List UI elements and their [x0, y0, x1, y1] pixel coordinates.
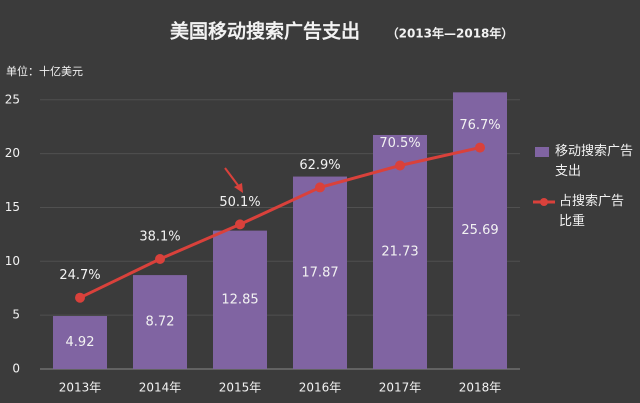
chart-subtitle: （2013年—2018年） — [387, 26, 514, 41]
x-tick-label: 2017年 — [379, 381, 422, 395]
line-marker — [315, 182, 325, 193]
legend-swatch — [533, 198, 555, 206]
line-marker — [395, 160, 405, 171]
legend-item: 移动搜索广告支出 — [533, 142, 633, 182]
legend-swatch-rect — [535, 147, 549, 157]
legend-label: 移动搜索广告支出 — [555, 144, 634, 179]
line-value-label: 38.1% — [139, 230, 180, 245]
bar — [213, 230, 267, 369]
x-tick-label: 2013年 — [59, 381, 102, 395]
arrow-shaft — [224, 167, 241, 189]
bar-value-label: 4.92 — [66, 335, 95, 350]
legend-swatch — [535, 147, 549, 157]
y-tick-label: 20 — [5, 146, 20, 160]
unit-label: 单位：十亿美元 — [6, 64, 83, 78]
legend-swatch-marker — [540, 198, 548, 206]
bar-value-label: 21.73 — [381, 244, 418, 259]
x-tick-label: 2014年 — [139, 381, 182, 395]
bar-value-label: 12.85 — [221, 292, 258, 307]
y-tick-label: 25 — [5, 92, 20, 106]
y-tick-label: 15 — [5, 200, 20, 214]
annotation-arrow — [224, 167, 243, 193]
x-tick-label: 2016年 — [299, 381, 342, 395]
line — [79, 146, 481, 300]
y-tick-label: 10 — [5, 254, 20, 268]
line-marker — [155, 254, 165, 265]
legend-item: 占搜索广告比重 — [533, 192, 633, 232]
bar-value-label: 25.69 — [461, 223, 498, 238]
line-marker — [475, 142, 485, 153]
line-value-label: 70.5% — [379, 136, 420, 151]
arrow-head — [234, 183, 243, 193]
bar — [53, 316, 107, 369]
y-tick-label: 5 — [12, 308, 20, 322]
bar-value-label: 8.72 — [146, 315, 175, 330]
bar — [453, 92, 507, 369]
bar — [293, 176, 347, 369]
line-value-label: 24.7% — [59, 268, 100, 283]
y-tick-label: 0 — [12, 362, 20, 376]
x-tick-label: 2015年 — [219, 381, 262, 395]
bar-value-label: 17.87 — [301, 265, 338, 280]
line-marker — [235, 219, 245, 230]
bar — [133, 275, 187, 369]
chart-title: 美国移动搜索广告支出 — [170, 20, 360, 43]
line-marker — [75, 292, 85, 303]
x-tick-label: 2018年 — [459, 381, 502, 395]
legend-label: 占搜索广告比重 — [559, 194, 625, 229]
line-value-label: 76.7% — [459, 118, 500, 133]
line-value-label: 62.9% — [299, 158, 340, 173]
bar — [373, 134, 427, 369]
line-value-label: 50.1% — [219, 195, 260, 210]
